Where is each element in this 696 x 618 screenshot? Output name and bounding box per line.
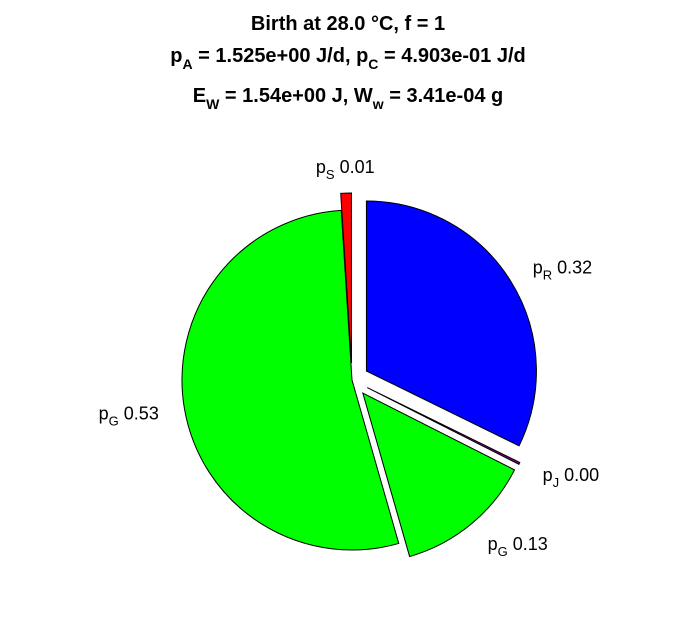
pie-slice-g-2 bbox=[362, 392, 516, 558]
title-E-value: = 1.54e+00 J, bbox=[219, 85, 354, 107]
title-line-2: pA = 1.525e+00 J/d, pC = 4.903e-01 J/d bbox=[0, 40, 696, 80]
pie-slice-s-4 bbox=[340, 192, 352, 364]
title-W-symbol: W bbox=[353, 85, 373, 107]
title-pC-symbol: p bbox=[356, 45, 369, 67]
slice-label-g-2: pG 0.13 bbox=[488, 534, 548, 559]
title-E-sub: W bbox=[206, 96, 220, 112]
title-W-value: = 3.41e-04 g bbox=[383, 85, 504, 107]
title-pA-sub: A bbox=[182, 56, 193, 72]
title-line-1: Birth at 28.0 °C, f = 1 bbox=[0, 8, 696, 40]
title-E-symbol: E bbox=[192, 85, 207, 107]
title-pC-sub: C bbox=[368, 56, 379, 72]
pie-slice-j-1 bbox=[366, 387, 521, 466]
slice-label-g-3: pG 0.53 bbox=[99, 403, 159, 428]
title-W-sub: w bbox=[372, 96, 384, 112]
title-pA-value: = 1.525e+00 J/d, bbox=[192, 45, 357, 67]
chart-title: Birth at 28.0 °C, f = 1 pA = 1.525e+00 J… bbox=[0, 8, 696, 120]
title-line-1-text: Birth at 28.0 °C, f = 1 bbox=[250, 13, 446, 35]
title-pC-value: = 4.903e-01 J/d bbox=[378, 45, 526, 67]
title-pA-symbol: p bbox=[170, 45, 183, 67]
slice-label-r-0: pR 0.32 bbox=[533, 257, 592, 282]
pie-slice-g-3 bbox=[181, 209, 400, 551]
title-line-3: EW = 1.54e+00 J, Ww = 3.41e-04 g bbox=[0, 80, 696, 120]
slice-label-s-4: pS 0.01 bbox=[316, 157, 375, 182]
slice-label-j-1: pJ 0.00 bbox=[543, 465, 600, 490]
pie-slice-r-0 bbox=[365, 200, 537, 447]
